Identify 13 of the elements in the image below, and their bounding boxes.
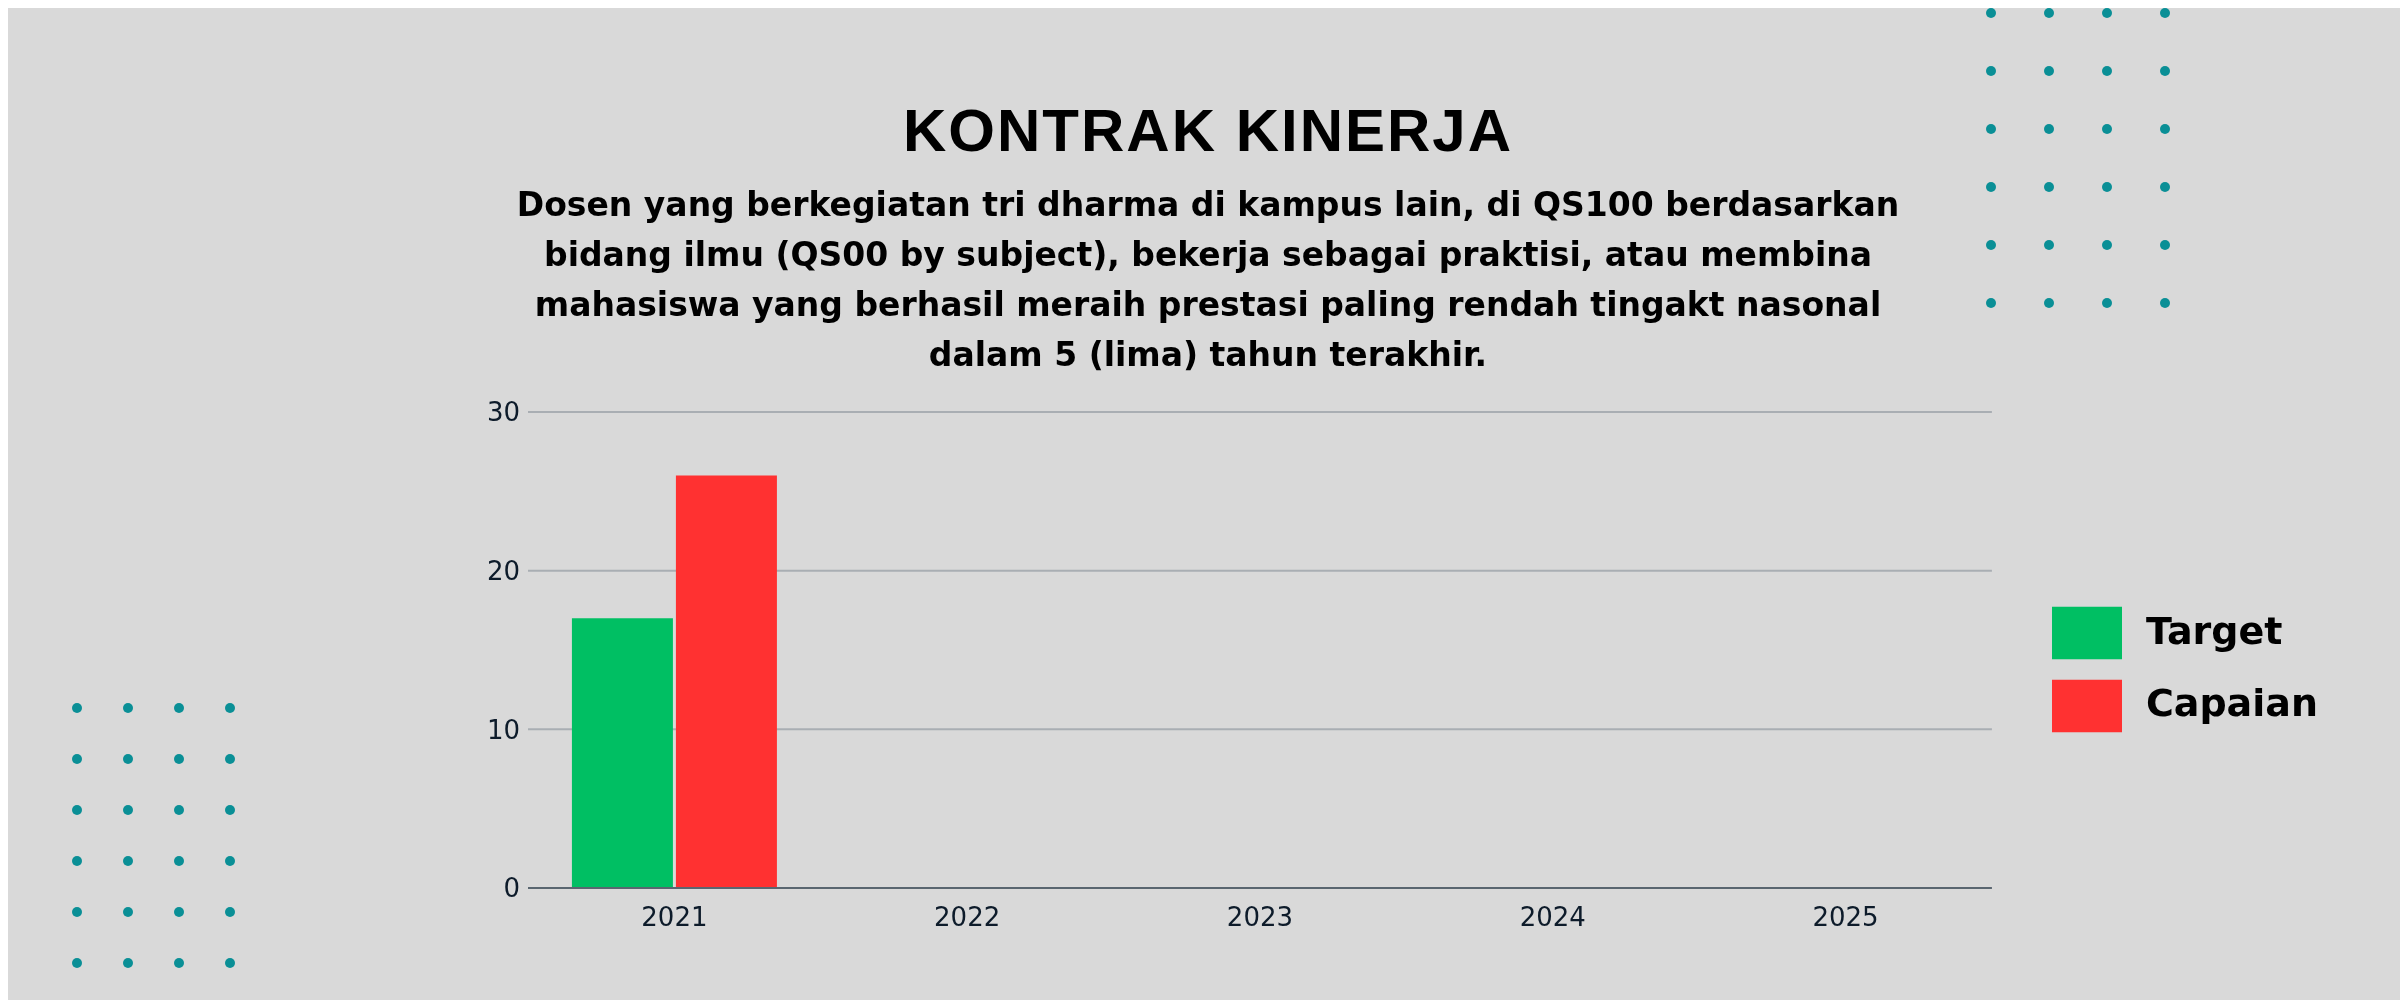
x-tick-label: 2025 [1812, 902, 1879, 933]
legend-label: Target [2145, 608, 2283, 653]
x-tick-label: 2022 [934, 902, 1001, 933]
legend-label: Capaian [2145, 681, 2318, 725]
y-tick-label: 20 [486, 555, 520, 586]
chart-title: KONTRAK KINERJA [902, 96, 1514, 165]
x-tick-label: 2024 [1519, 902, 1586, 933]
y-tick-label: 30 [486, 397, 520, 428]
x-tick-label: 2021 [641, 902, 708, 933]
chart-subtitle: Dosen yang berkegiatan tri dharma di kampus lain, di QS100 berdasarkan bidang ilmu (QS00 by subject), bekerja sebagai praktisi, atau membina mahasiswa yang berhasil meraih prestasi paling rendah tingakt nasonal dalam 5 (lima) tahun terakhir. [515, 184, 1901, 376]
x-tick-label: 2023 [1226, 902, 1294, 933]
y-tick-label: 0 [503, 873, 520, 904]
y-tick-label: 10 [486, 714, 520, 745]
